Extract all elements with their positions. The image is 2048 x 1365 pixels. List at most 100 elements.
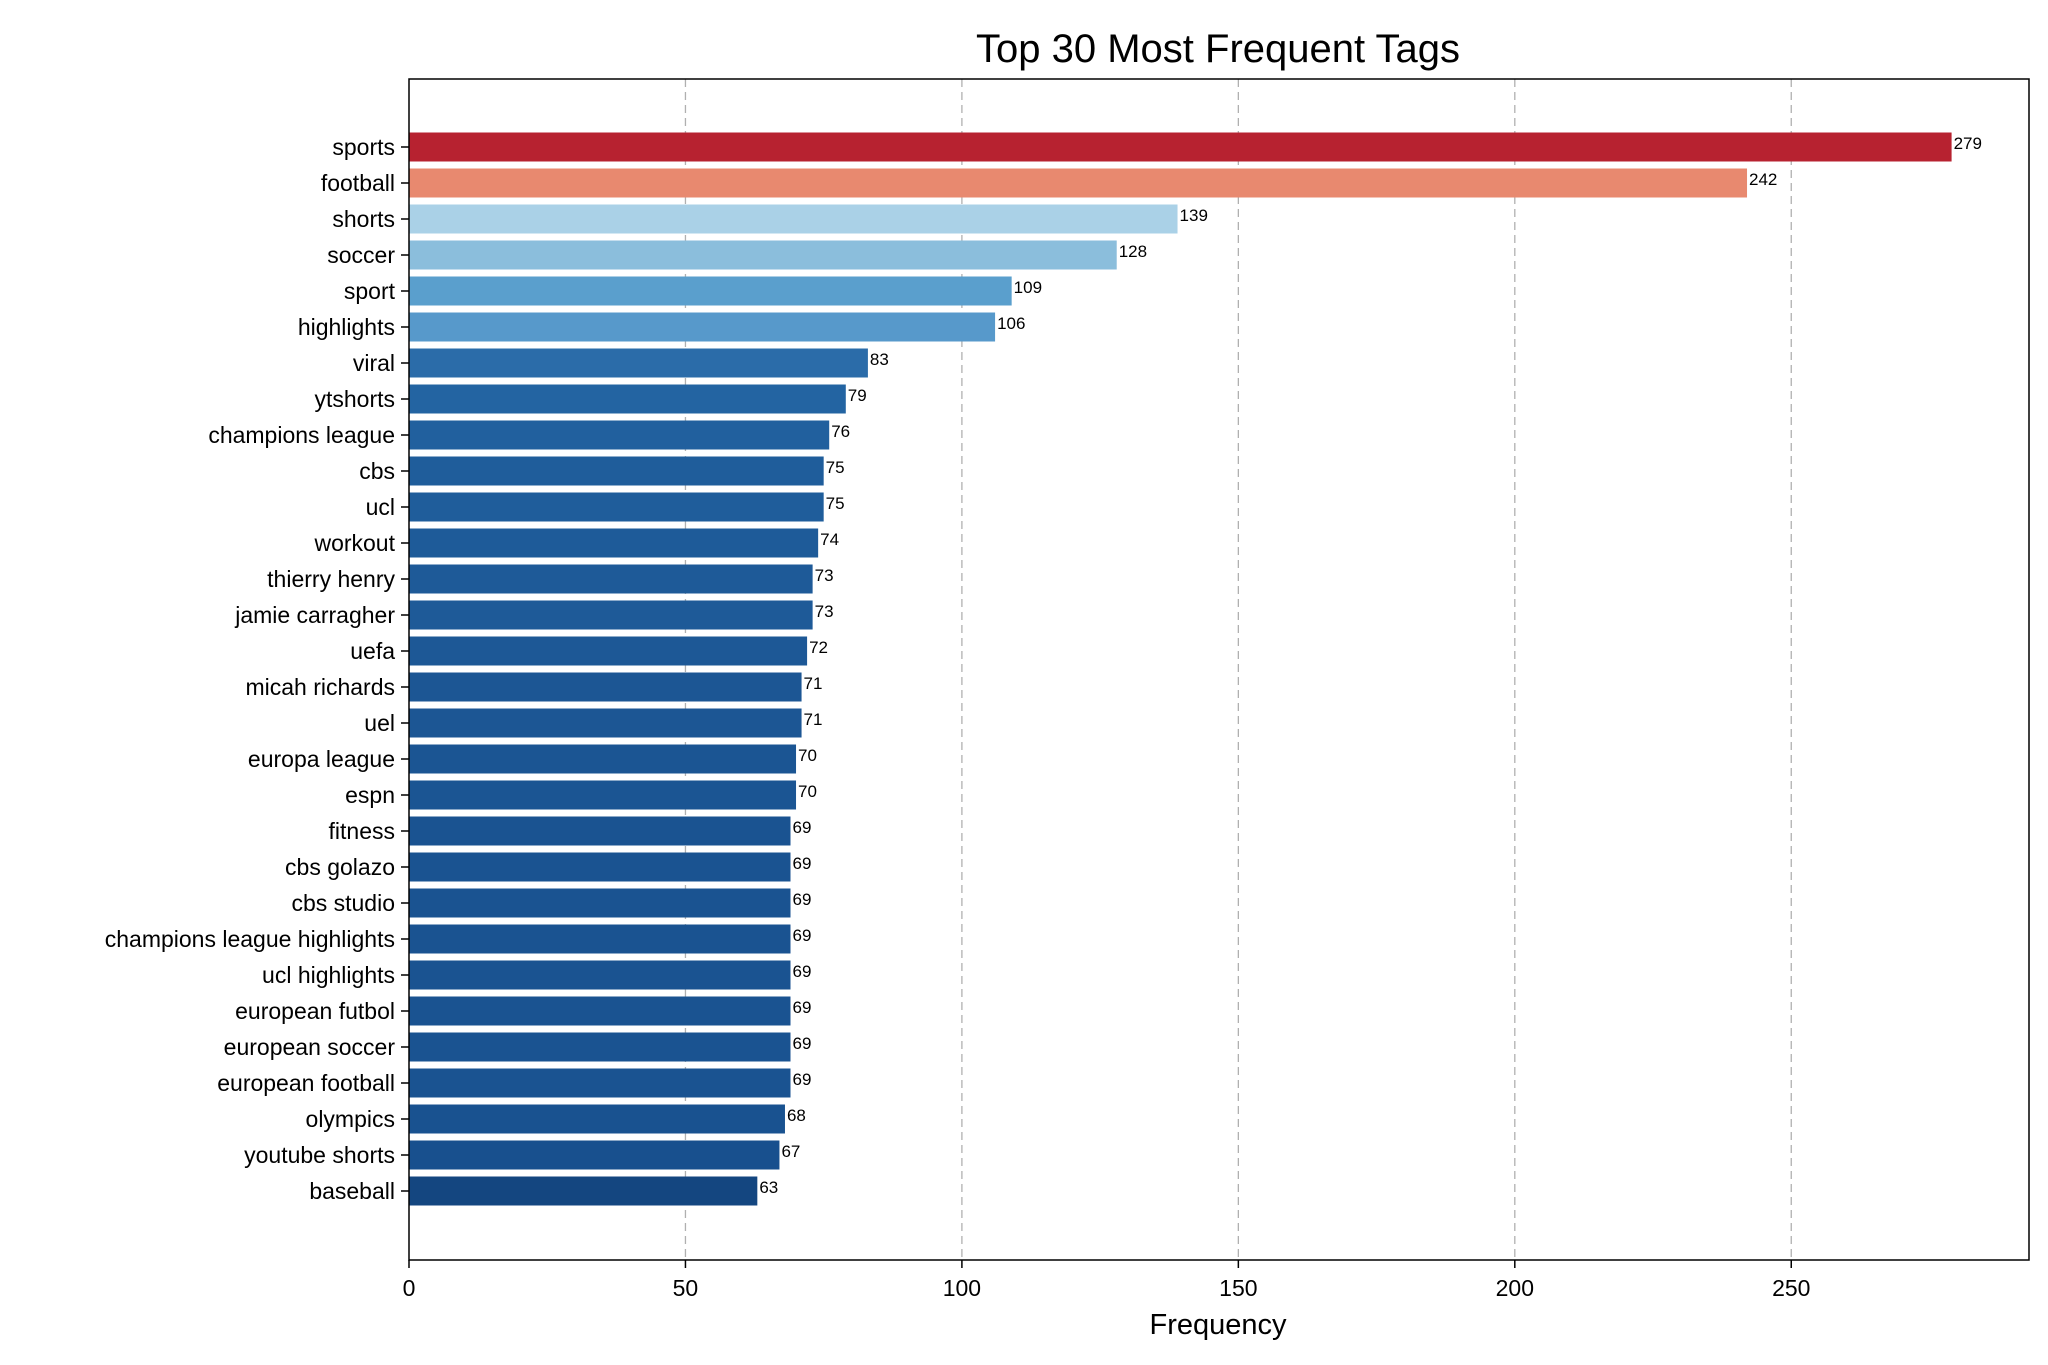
bars	[409, 132, 1952, 1206]
y-tick-label: thierry henry	[267, 566, 395, 592]
data-label: 73	[815, 602, 834, 621]
x-tick-label: 100	[943, 1275, 981, 1301]
data-label: 67	[781, 1142, 800, 1161]
y-tick-label: soccer	[327, 242, 395, 268]
y-tick-label: ucl highlights	[262, 962, 395, 988]
bar	[409, 168, 1748, 198]
data-label: 72	[809, 638, 828, 657]
data-label: 69	[793, 998, 812, 1017]
data-label: 63	[759, 1178, 778, 1197]
bar	[409, 492, 824, 522]
x-tick-label: 0	[403, 1275, 416, 1301]
y-tick-label: highlights	[298, 314, 395, 340]
y-tick-label: youtube shorts	[244, 1142, 395, 1168]
bar	[409, 888, 791, 918]
bar	[409, 312, 996, 342]
y-tick-label: fitness	[329, 818, 395, 844]
y-tick-label: cbs	[359, 458, 395, 484]
bar	[409, 780, 797, 810]
data-label: 68	[787, 1106, 806, 1125]
y-tick-label: europa league	[248, 746, 395, 772]
bar	[409, 528, 819, 558]
bar	[409, 1176, 758, 1206]
data-label: 73	[815, 566, 834, 585]
data-label: 70	[798, 782, 817, 801]
y-tick-label: champions league	[208, 422, 395, 448]
bar	[409, 204, 1178, 234]
y-tick-label: shorts	[332, 206, 395, 232]
bar	[409, 996, 791, 1026]
bar	[409, 276, 1012, 306]
y-tick-label: sports	[332, 134, 395, 160]
y-tick-label: champions league highlights	[105, 926, 395, 952]
data-label: 128	[1119, 242, 1147, 261]
bar	[409, 1068, 791, 1098]
bar	[409, 816, 791, 846]
data-label: 75	[826, 458, 845, 477]
data-label: 71	[804, 710, 823, 729]
data-label: 69	[793, 926, 812, 945]
bar	[409, 564, 813, 594]
data-label: 69	[793, 1034, 812, 1053]
y-tick-label: cbs studio	[291, 890, 395, 916]
bar	[409, 924, 791, 954]
data-label: 69	[793, 890, 812, 909]
bar	[409, 1032, 791, 1062]
x-axis-ticks: 0 50 100 150 200 250	[403, 1260, 1810, 1301]
data-label: 139	[1180, 206, 1208, 225]
bar	[409, 636, 808, 666]
data-label: 75	[826, 494, 845, 513]
bar	[409, 1140, 780, 1170]
y-tick-label: sport	[344, 278, 396, 304]
chart-title: Top 30 Most Frequent Tags	[976, 27, 1460, 71]
x-tick-label: 250	[1772, 1275, 1810, 1301]
y-tick-label: uefa	[350, 638, 395, 664]
data-label: 242	[1749, 170, 1777, 189]
y-tick-label: uel	[364, 710, 395, 736]
y-tick-label: ucl	[366, 494, 395, 520]
data-label: 69	[793, 854, 812, 873]
data-label: 69	[793, 962, 812, 981]
bar	[409, 384, 846, 414]
plot-frame	[408, 78, 2030, 1261]
y-tick-label: jamie carragher	[234, 602, 395, 628]
x-tick-label: 200	[1496, 1275, 1534, 1301]
data-label: 83	[870, 350, 889, 369]
data-label: 109	[1014, 278, 1042, 297]
y-tick-label: cbs golazo	[285, 854, 395, 880]
y-tick-label: european football	[217, 1070, 395, 1096]
bar	[409, 132, 1952, 162]
data-label: 69	[793, 1070, 812, 1089]
y-tick-label: european soccer	[224, 1034, 396, 1060]
data-label: 70	[798, 746, 817, 765]
data-label: 279	[1954, 134, 1982, 153]
bar	[409, 744, 797, 774]
bar	[409, 1104, 785, 1134]
y-tick-label: ytshorts	[314, 386, 395, 412]
bar	[409, 240, 1117, 270]
y-tick-label: viral	[353, 350, 395, 376]
y-tick-label: baseball	[309, 1178, 395, 1204]
y-tick-label: olympics	[306, 1106, 395, 1132]
x-tick-label: 50	[673, 1275, 699, 1301]
data-label: 106	[997, 314, 1025, 333]
bar	[409, 672, 802, 702]
y-tick-label: espn	[345, 782, 395, 808]
y-tick-label: workout	[313, 530, 395, 556]
bar	[409, 348, 868, 378]
data-label: 74	[820, 530, 839, 549]
category-labels: sports football shorts soccer sport highlight…	[105, 134, 409, 1204]
data-label: 76	[831, 422, 850, 441]
data-label: 69	[793, 818, 812, 837]
data-label: 79	[848, 386, 867, 405]
y-tick-label: european futbol	[235, 998, 395, 1024]
x-axis-label: Frequency	[1149, 1309, 1287, 1341]
x-tick-label: 150	[1219, 1275, 1257, 1301]
bar	[409, 852, 791, 882]
bar	[409, 456, 824, 486]
bar	[409, 708, 802, 738]
y-tick-label: football	[321, 170, 395, 196]
bar	[409, 420, 830, 450]
